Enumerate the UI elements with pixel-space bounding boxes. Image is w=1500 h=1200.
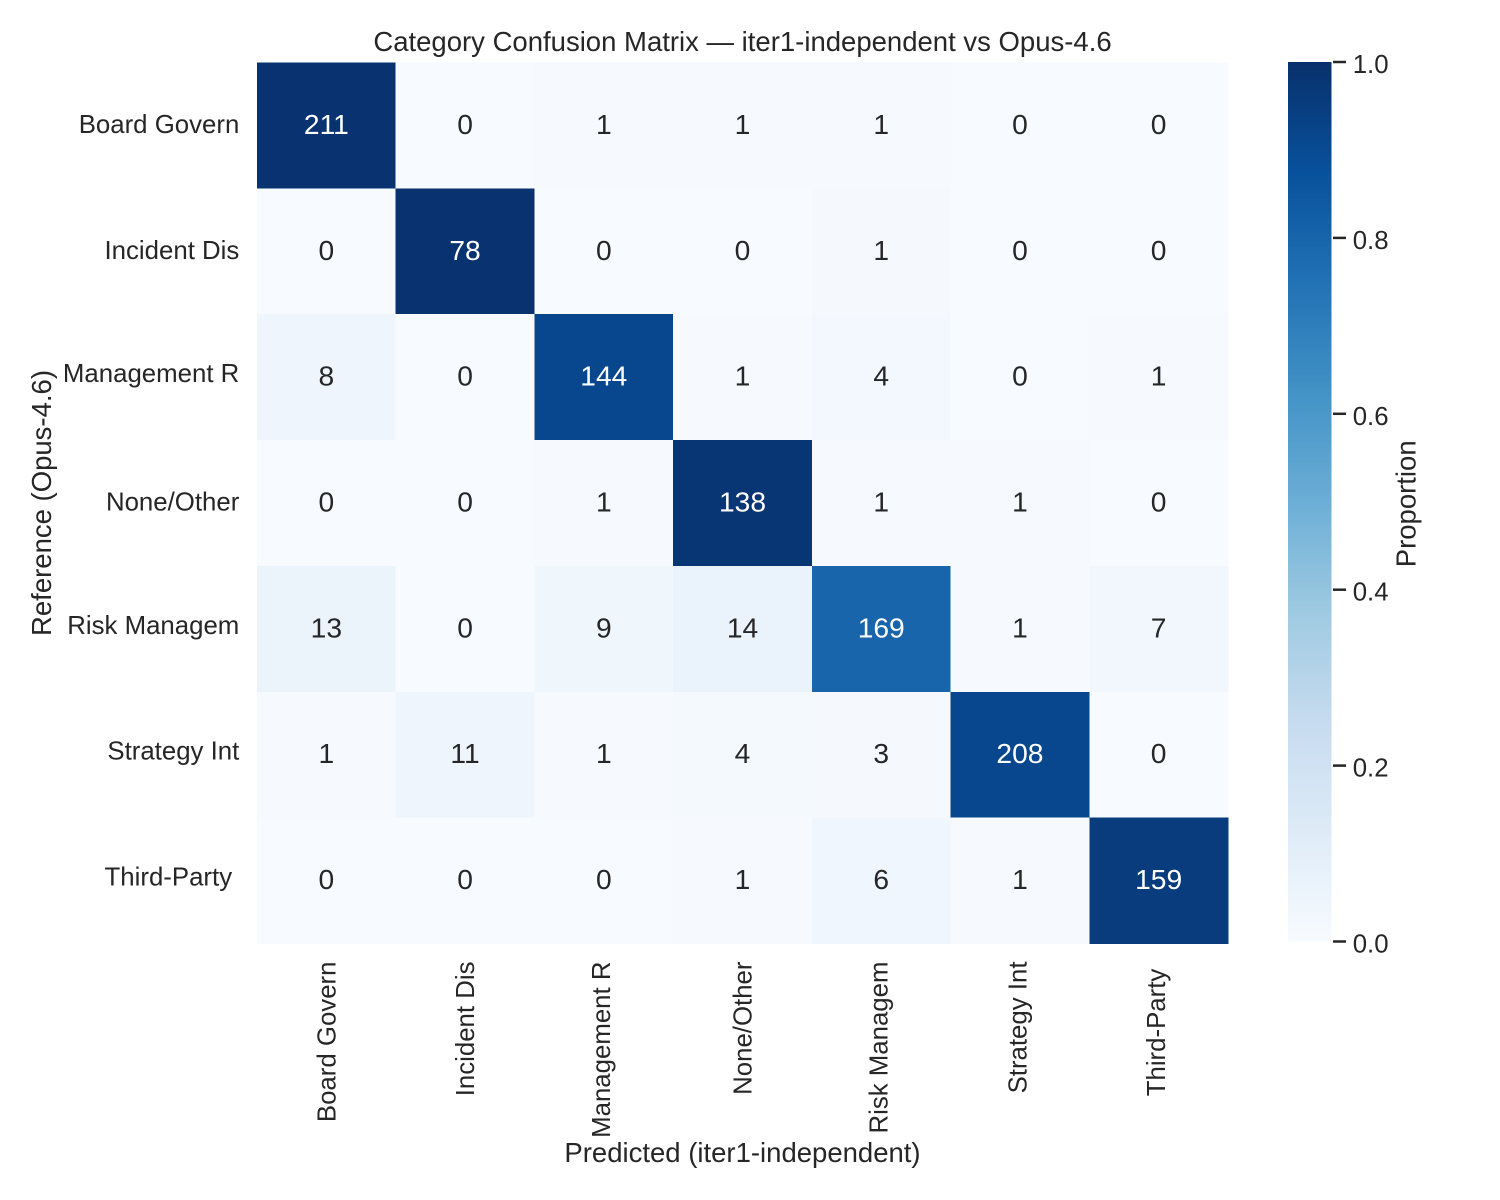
- svg-text:13: 13: [311, 611, 342, 643]
- svg-text:0: 0: [1151, 737, 1167, 769]
- svg-text:0: 0: [457, 108, 473, 140]
- svg-text:0: 0: [1151, 108, 1167, 140]
- svg-text:1: 1: [873, 234, 889, 266]
- svg-text:1: 1: [735, 360, 751, 392]
- svg-text:Management R: Management R: [63, 360, 239, 388]
- svg-text:1: 1: [873, 486, 889, 518]
- svg-text:1.0: 1.0: [1353, 51, 1389, 79]
- svg-text:None/Other: None/Other: [106, 489, 240, 517]
- svg-text:Predicted (iter1-independent): Predicted (iter1-independent): [564, 1137, 920, 1168]
- svg-text:6: 6: [873, 863, 889, 895]
- svg-text:169: 169: [858, 611, 905, 643]
- svg-text:0: 0: [457, 486, 473, 518]
- svg-text:Third-Party: Third-Party: [1143, 969, 1171, 1097]
- svg-text:Third-Party: Third-Party: [105, 864, 233, 892]
- svg-text:0: 0: [319, 234, 335, 266]
- svg-text:4: 4: [735, 737, 751, 769]
- svg-text:208: 208: [996, 737, 1043, 769]
- svg-text:78: 78: [449, 234, 480, 266]
- svg-text:9: 9: [596, 611, 612, 643]
- svg-text:159: 159: [1135, 863, 1182, 895]
- svg-text:Incident Dis: Incident Dis: [452, 962, 480, 1097]
- svg-text:Strategy Int: Strategy Int: [1004, 962, 1032, 1094]
- svg-text:Incident Dis: Incident Dis: [105, 237, 240, 265]
- svg-text:1: 1: [735, 108, 751, 140]
- svg-text:7: 7: [1151, 611, 1167, 643]
- svg-text:0: 0: [596, 863, 612, 895]
- svg-text:0: 0: [735, 234, 751, 266]
- svg-text:0: 0: [319, 486, 335, 518]
- svg-text:138: 138: [719, 486, 766, 518]
- svg-text:Category Confusion Matrix — it: Category Confusion Matrix — iter1-indepe…: [373, 26, 1111, 57]
- svg-text:Risk Managem: Risk Managem: [866, 962, 894, 1134]
- svg-text:14: 14: [727, 611, 758, 643]
- svg-text:Strategy Int: Strategy Int: [107, 738, 239, 766]
- svg-text:11: 11: [450, 737, 479, 769]
- svg-text:0: 0: [1151, 234, 1167, 266]
- svg-text:Management R: Management R: [588, 962, 616, 1138]
- svg-text:0.2: 0.2: [1353, 755, 1389, 783]
- svg-text:1: 1: [1012, 863, 1028, 895]
- svg-text:4: 4: [873, 360, 889, 392]
- svg-text:0.0: 0.0: [1353, 931, 1389, 959]
- svg-text:0: 0: [1012, 234, 1028, 266]
- svg-text:1: 1: [1012, 611, 1028, 643]
- svg-text:0: 0: [596, 234, 612, 266]
- svg-text:0: 0: [319, 863, 335, 895]
- svg-text:211: 211: [304, 108, 349, 140]
- svg-text:0: 0: [457, 863, 473, 895]
- svg-text:144: 144: [580, 360, 627, 392]
- svg-text:Proportion: Proportion: [1391, 440, 1422, 567]
- svg-text:Risk Managem: Risk Managem: [67, 612, 239, 640]
- svg-text:0: 0: [457, 360, 473, 392]
- svg-text:0.6: 0.6: [1353, 403, 1389, 431]
- svg-text:Board Govern: Board Govern: [79, 111, 240, 139]
- svg-text:1: 1: [319, 737, 335, 769]
- svg-text:0: 0: [457, 611, 473, 643]
- svg-text:3: 3: [873, 737, 889, 769]
- svg-text:0.8: 0.8: [1353, 227, 1389, 255]
- svg-text:1: 1: [596, 737, 612, 769]
- svg-text:1: 1: [596, 486, 612, 518]
- svg-text:1: 1: [873, 108, 889, 140]
- svg-text:8: 8: [319, 360, 335, 392]
- svg-text:None/Other: None/Other: [729, 961, 757, 1095]
- svg-text:0.4: 0.4: [1353, 579, 1389, 607]
- svg-text:1: 1: [1151, 360, 1167, 392]
- svg-text:1: 1: [735, 863, 751, 895]
- svg-text:Reference (Opus-4.6): Reference (Opus-4.6): [26, 370, 57, 636]
- svg-text:0: 0: [1012, 360, 1028, 392]
- svg-text:1: 1: [596, 108, 612, 140]
- svg-text:0: 0: [1012, 108, 1028, 140]
- svg-text:1: 1: [1012, 486, 1028, 518]
- svg-text:0: 0: [1151, 486, 1167, 518]
- svg-text:Board Govern: Board Govern: [313, 962, 341, 1123]
